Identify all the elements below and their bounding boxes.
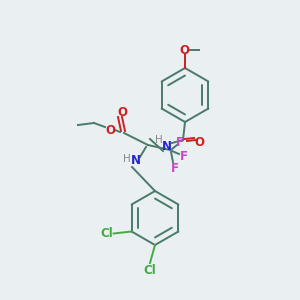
- Text: F: F: [171, 161, 179, 175]
- Text: N: N: [131, 154, 141, 167]
- Text: Cl: Cl: [144, 265, 156, 278]
- Text: F: F: [180, 149, 188, 163]
- Text: H: H: [155, 135, 163, 145]
- Text: O: O: [117, 106, 127, 119]
- Text: H: H: [123, 154, 131, 164]
- Text: Cl: Cl: [100, 227, 113, 240]
- Text: O: O: [179, 44, 189, 56]
- Text: F: F: [176, 136, 184, 148]
- Text: O: O: [194, 136, 204, 148]
- Text: O: O: [105, 124, 115, 137]
- Text: N: N: [162, 140, 172, 152]
